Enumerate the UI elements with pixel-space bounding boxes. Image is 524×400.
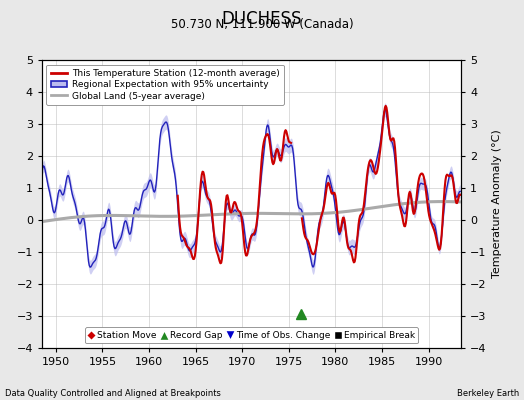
Text: DUCHESS: DUCHESS [222, 10, 302, 28]
Text: Data Quality Controlled and Aligned at Breakpoints: Data Quality Controlled and Aligned at B… [5, 389, 221, 398]
Legend: Station Move, Record Gap, Time of Obs. Change, Empirical Break: Station Move, Record Gap, Time of Obs. C… [85, 327, 418, 344]
Y-axis label: Temperature Anomaly (°C): Temperature Anomaly (°C) [492, 130, 502, 278]
Text: 50.730 N, 111.900 W (Canada): 50.730 N, 111.900 W (Canada) [171, 18, 353, 31]
Text: Berkeley Earth: Berkeley Earth [456, 389, 519, 398]
